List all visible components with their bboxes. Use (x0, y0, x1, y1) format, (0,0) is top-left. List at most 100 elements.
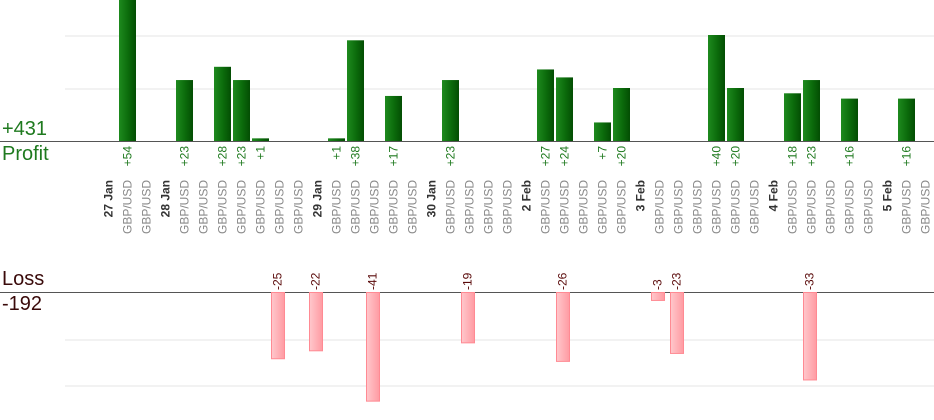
pair-label: GBP/USD (748, 180, 762, 234)
profit-bar (784, 93, 801, 141)
loss-total: -192 (2, 293, 43, 315)
profit-value-label: +16 (900, 146, 914, 167)
date-label: 2 Feb (520, 180, 534, 211)
profit-bar (898, 98, 915, 141)
profit-bar (556, 77, 573, 141)
pair-label: GBP/USD (919, 180, 933, 234)
loss-value-label: -25 (271, 272, 285, 290)
date-label: 29 Jan (311, 180, 325, 217)
profit-value-label: +17 (387, 146, 401, 167)
pair-label: GBP/USD (710, 180, 724, 234)
profit-bar (442, 80, 459, 141)
profit-value-label: +7 (596, 146, 610, 160)
profit-bar (727, 88, 744, 141)
pair-label: GBP/USD (862, 180, 876, 234)
pair-label: GBP/USD (406, 180, 420, 234)
profit-value-label: +23 (178, 146, 192, 167)
profit-value-label: +27 (539, 146, 553, 167)
profit-value-label: +23 (235, 146, 249, 167)
pair-label: GBP/USD (596, 180, 610, 234)
pair-label: GBP/USD (824, 180, 838, 234)
profit-value-label: +20 (615, 146, 629, 167)
pair-label: GBP/USD (482, 180, 496, 234)
profit-bar (119, 0, 136, 142)
loss-bar (366, 292, 380, 402)
profit-value-label: +28 (216, 146, 230, 167)
loss-value-label: -19 (461, 272, 475, 290)
pair-label: GBP/USD (216, 180, 230, 234)
loss-value-label: -22 (309, 272, 323, 290)
loss-value-label: -3 (651, 279, 665, 290)
pair-label: GBP/USD (843, 180, 857, 234)
loss-data-labels: -25 -22 -41 -19 -26 -3 -23 -33 (271, 272, 817, 290)
pair-label: GBP/USD (900, 180, 914, 234)
pair-label: GBP/USD (615, 180, 629, 234)
date-label: 5 Feb (881, 180, 895, 211)
profit-bar (176, 80, 193, 141)
date-label: 28 Jan (159, 180, 173, 217)
pair-label: GBP/USD (330, 180, 344, 234)
profit-series (119, 0, 915, 142)
profit-bar (385, 95, 402, 141)
pair-label: GBP/USD (444, 180, 458, 234)
loss-value-label: -23 (670, 272, 684, 290)
date-label: 4 Feb (767, 180, 781, 211)
profit-value-label: +23 (805, 146, 819, 167)
pair-label: GBP/USD (368, 180, 382, 234)
profit-value-label: +40 (710, 146, 724, 167)
pair-label: GBP/USD (729, 180, 743, 234)
pair-label: GBP/USD (463, 180, 477, 234)
profit-bar (537, 69, 554, 141)
loss-label: Loss (2, 268, 45, 290)
pair-label: GBP/USD (691, 180, 705, 234)
profit-bar (328, 138, 345, 141)
pair-label: GBP/USD (178, 180, 192, 234)
profit-bar (214, 66, 231, 141)
profit-value-label: +18 (786, 146, 800, 167)
pair-label: GBP/USD (653, 180, 667, 234)
date-label: 3 Feb (634, 180, 648, 211)
date-label: 27 Jan (102, 180, 116, 217)
profit-bar (841, 98, 858, 141)
pair-label: GBP/USD (577, 180, 591, 234)
profit-bar (613, 88, 630, 141)
profit-value-label: +16 (843, 146, 857, 167)
profit-data-labels: +54 +23 +28 +23 +1 +1 +38 +17 +23 +27 +24 +7 +20 +40 +… (121, 146, 914, 167)
loss-bar (556, 292, 570, 362)
pair-label: GBP/USD (501, 180, 515, 234)
profit-value-label: +1 (330, 146, 344, 160)
profit-value-label: +38 (349, 146, 363, 167)
profit-label: Profit (2, 143, 49, 165)
profit-bar (252, 138, 269, 141)
profit-value-label: +1 (254, 146, 268, 160)
x-axis-labels: 27 Jan 28 Jan 29 Jan 30 Jan 2 Feb 3 Feb 4 Feb 5… (102, 180, 933, 234)
loss-bar (461, 292, 475, 344)
pair-label: GBP/USD (273, 180, 287, 234)
pair-label: GBP/USD (558, 180, 572, 234)
loss-bar (271, 292, 285, 360)
loss-value-label: -41 (366, 272, 380, 290)
pair-label: GBP/USD (786, 180, 800, 234)
loss-value-label: -33 (803, 272, 817, 290)
pair-label: GBP/USD (387, 180, 401, 234)
profit-bar (803, 80, 820, 141)
loss-series (271, 292, 817, 402)
pair-label: GBP/USD (121, 180, 135, 234)
date-label: 30 Jan (425, 180, 439, 217)
profit-value-label: +23 (444, 146, 458, 167)
profit-bar (594, 122, 611, 141)
pair-label: GBP/USD (140, 180, 154, 234)
pair-label: GBP/USD (197, 180, 211, 234)
profit-bar (233, 80, 250, 141)
loss-bar (309, 292, 323, 352)
profit-total: +431 (2, 118, 48, 140)
loss-bar (651, 292, 665, 301)
pair-label: GBP/USD (349, 180, 363, 234)
pair-label: GBP/USD (805, 180, 819, 234)
loss-bar (803, 292, 817, 381)
profit-bar (708, 35, 725, 141)
pair-label: GBP/USD (292, 180, 306, 234)
profit-value-label: +54 (121, 146, 135, 167)
loss-value-label: -26 (556, 272, 570, 290)
